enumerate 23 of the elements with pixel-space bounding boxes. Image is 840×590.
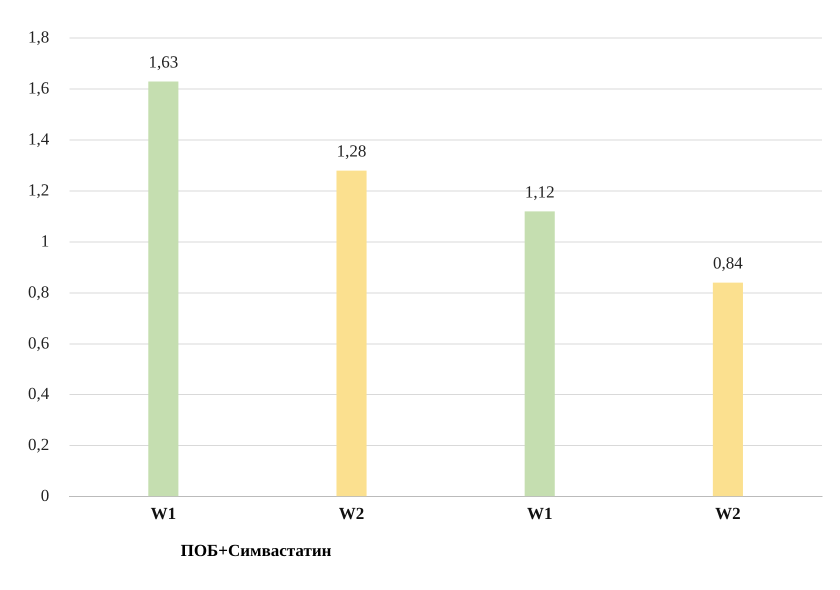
bar — [336, 170, 367, 496]
y-tick-label: 0,8 — [28, 282, 50, 302]
y-tick-label: 0,4 — [28, 384, 50, 404]
x-tick-label: W2 — [338, 504, 364, 524]
bar — [524, 211, 555, 496]
y-tick-label: 0,6 — [28, 333, 50, 352]
data-label: 1,63 — [148, 52, 178, 72]
y-tick-label: 1,8 — [28, 28, 50, 47]
data-label: 0,84 — [713, 254, 744, 273]
y-tick-label: 1,6 — [28, 78, 50, 98]
y-tick-label: 1 — [40, 231, 50, 250]
bar — [712, 282, 743, 496]
data-label: 1,12 — [524, 182, 555, 202]
data-label: 1,28 — [336, 142, 366, 161]
x-tick-label: W2 — [715, 504, 741, 524]
text: ПОБ+Симвастатин — [180, 541, 332, 561]
x-tick-label: W1 — [150, 504, 176, 524]
x-tick-label: W1 — [526, 504, 552, 524]
y-tick-label: 1,2 — [28, 180, 50, 200]
bar — [148, 81, 178, 496]
y-tick-label: 0,2 — [28, 435, 50, 454]
y-tick-label: 0 — [40, 486, 50, 506]
y-tick-label: 1,4 — [28, 130, 50, 149]
